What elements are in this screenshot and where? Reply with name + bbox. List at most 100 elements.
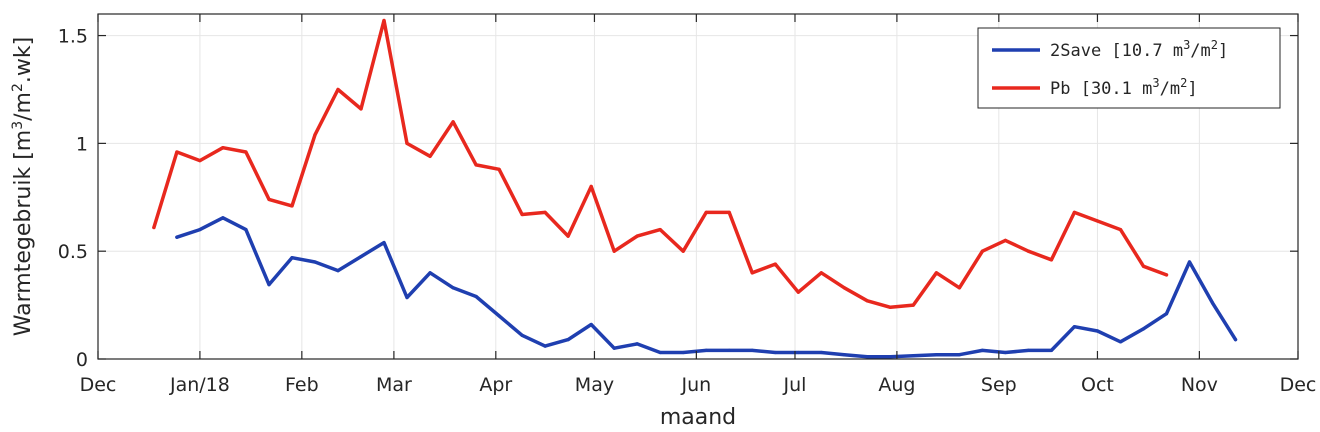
data-point bbox=[336, 87, 340, 92]
legend-label-part: 2Save [10.7 m bbox=[1050, 41, 1183, 61]
data-point bbox=[957, 353, 962, 357]
data-point bbox=[1003, 350, 1008, 355]
data-point bbox=[382, 241, 386, 245]
y-tick-label: 0 bbox=[76, 349, 88, 371]
data-point bbox=[888, 305, 892, 309]
data-point bbox=[796, 290, 800, 294]
x-tick-label: Mar bbox=[376, 374, 412, 396]
data-point bbox=[313, 260, 317, 264]
data-point bbox=[1026, 249, 1030, 253]
data-point bbox=[612, 249, 616, 253]
y-tick-label: 1 bbox=[76, 133, 88, 155]
data-point bbox=[1049, 348, 1053, 352]
legend-label-superscript: 3 bbox=[1152, 76, 1159, 90]
data-point bbox=[405, 141, 409, 145]
data-point bbox=[244, 150, 248, 154]
data-point bbox=[681, 350, 685, 355]
x-tick-label: Feb bbox=[285, 374, 319, 396]
data-point bbox=[727, 348, 731, 352]
data-point bbox=[589, 184, 593, 189]
data-point bbox=[359, 255, 363, 259]
data-point bbox=[313, 133, 317, 137]
data-point bbox=[681, 249, 685, 253]
data-point bbox=[934, 353, 939, 357]
data-point bbox=[566, 338, 570, 342]
data-point bbox=[1141, 327, 1146, 331]
data-point bbox=[589, 322, 593, 327]
data-point bbox=[451, 120, 455, 124]
x-tick-label: Dec bbox=[80, 374, 117, 396]
series-2save bbox=[175, 216, 1238, 359]
x-tick-label: May bbox=[575, 374, 614, 396]
legend-label-superscript: 3 bbox=[1183, 38, 1190, 52]
x-tick-label: Nov bbox=[1181, 374, 1218, 396]
data-point bbox=[566, 234, 570, 238]
data-point bbox=[405, 295, 409, 300]
data-point bbox=[1187, 260, 1192, 264]
data-point bbox=[750, 271, 754, 275]
y-axis-label-part: /m bbox=[11, 92, 36, 121]
data-point bbox=[773, 262, 777, 266]
data-point bbox=[382, 18, 386, 23]
data-point bbox=[635, 234, 639, 238]
data-point bbox=[1049, 258, 1053, 262]
series-lines bbox=[152, 18, 1238, 359]
data-point bbox=[819, 350, 823, 355]
y-axis-label: Warmtegebruik [m3/m2.wk] bbox=[10, 37, 36, 336]
data-point bbox=[1003, 238, 1008, 242]
data-point bbox=[1164, 273, 1169, 277]
data-point bbox=[658, 350, 662, 355]
legend: 2Save [10.7 m3/m2] Pb [30.1 m3/m2] bbox=[977, 27, 1281, 109]
data-point bbox=[750, 348, 754, 352]
legend-box bbox=[977, 27, 1281, 109]
legend-label-part: /m bbox=[1190, 41, 1210, 61]
data-point bbox=[267, 197, 271, 201]
legend-label-2save: 2Save [10.7 m3/m2] bbox=[1050, 38, 1228, 61]
data-point bbox=[796, 350, 800, 355]
data-point bbox=[865, 299, 869, 303]
legend-label-superscript: 2 bbox=[1211, 38, 1218, 52]
data-point bbox=[198, 228, 202, 232]
data-point bbox=[221, 216, 225, 220]
data-point bbox=[612, 346, 616, 350]
legend-label-part: Pb [30.1 m bbox=[1050, 79, 1152, 99]
data-point bbox=[175, 235, 179, 239]
x-tick-label: Aug bbox=[878, 374, 915, 396]
data-point bbox=[336, 269, 340, 273]
data-point bbox=[842, 286, 846, 290]
legend-label-part: ] bbox=[1187, 79, 1197, 99]
data-point bbox=[1095, 329, 1100, 333]
x-axis-label: maand bbox=[660, 405, 736, 430]
legend-label-pb: Pb [30.1 m3/m2] bbox=[1050, 76, 1198, 99]
data-point bbox=[497, 167, 501, 171]
data-point bbox=[1118, 340, 1123, 344]
data-point bbox=[842, 353, 846, 357]
data-point bbox=[520, 212, 524, 217]
data-point bbox=[428, 154, 432, 158]
data-point bbox=[980, 348, 985, 352]
data-point bbox=[1210, 301, 1215, 305]
data-point bbox=[221, 146, 225, 150]
data-point bbox=[819, 271, 823, 275]
y-tick-labels: 0 0.5 1 1.5 bbox=[58, 26, 88, 371]
series-pb bbox=[152, 18, 1169, 310]
x-tick-label: Jun bbox=[681, 374, 712, 396]
legend-label-superscript: 2 bbox=[1180, 76, 1187, 90]
data-point bbox=[543, 344, 547, 348]
data-point bbox=[911, 354, 915, 358]
data-point bbox=[888, 355, 892, 359]
data-point bbox=[474, 294, 478, 299]
data-point bbox=[704, 348, 708, 352]
plot-area-frame bbox=[97, 13, 1299, 360]
data-point bbox=[635, 342, 639, 346]
data-point bbox=[359, 107, 363, 111]
data-point bbox=[727, 210, 731, 214]
data-point bbox=[1118, 228, 1123, 232]
data-point bbox=[704, 210, 708, 214]
data-point bbox=[773, 350, 777, 355]
x-tick-label: Apr bbox=[479, 374, 512, 396]
data-point bbox=[1233, 338, 1238, 342]
data-point bbox=[957, 286, 962, 290]
